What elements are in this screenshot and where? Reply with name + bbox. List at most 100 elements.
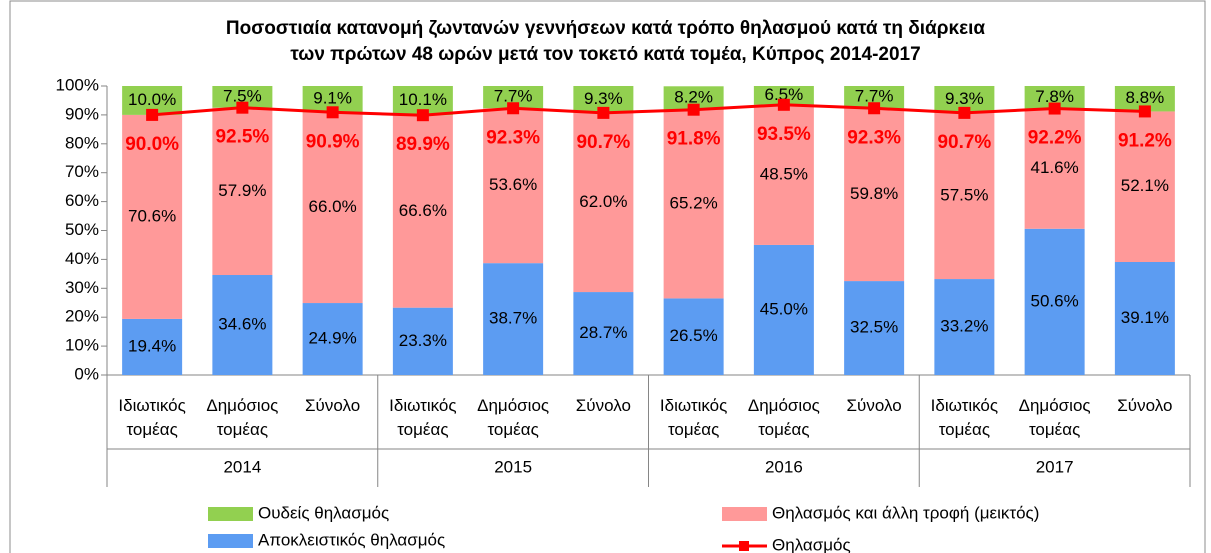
value-label: 48.5%	[760, 164, 808, 183]
line-marker	[146, 108, 159, 121]
bar-segment	[212, 86, 273, 108]
legend-label: Αποκλειστικός θηλασμός	[258, 530, 445, 549]
value-label: 57.5%	[940, 185, 988, 204]
x-tick-label: Σύνολο	[846, 396, 902, 415]
line-marker	[597, 106, 610, 119]
x-tick-label: Σύνολο	[575, 396, 631, 415]
value-label: 52.1%	[1121, 176, 1169, 195]
line-value-label: 93.5%	[757, 124, 811, 145]
value-label: 26.5%	[670, 326, 718, 345]
line-marker	[236, 101, 249, 114]
group-label: 2014	[223, 457, 261, 476]
bar-segment	[573, 292, 634, 375]
value-label: 59.8%	[850, 184, 898, 203]
value-label: 23.3%	[399, 331, 447, 350]
bar-segment	[1114, 262, 1175, 375]
value-label: 28.7%	[579, 323, 627, 342]
bar-segment	[392, 307, 453, 375]
value-label: 32.5%	[850, 318, 898, 337]
y-tick-label: 10%	[65, 336, 99, 355]
line-value-label: 92.3%	[847, 127, 901, 148]
bar-segment	[483, 263, 544, 375]
y-tick-label: 20%	[65, 307, 99, 326]
line-marker	[507, 102, 520, 115]
bar-segment	[1024, 86, 1085, 109]
line-value-label: 89.9%	[396, 134, 450, 155]
x-tick-label: Ιδιωτικός τομέας	[930, 396, 999, 439]
legend-swatch	[722, 507, 767, 521]
value-label: 33.2%	[940, 317, 988, 336]
line-value-label: 91.8%	[667, 129, 721, 150]
line-marker	[687, 103, 700, 116]
bar-segment	[212, 275, 273, 375]
value-label: 10.0%	[128, 90, 176, 109]
value-label: 8.2%	[674, 88, 713, 107]
value-label: 9.3%	[945, 89, 984, 108]
bar-segment	[844, 86, 905, 109]
line-value-label: 92.2%	[1028, 128, 1082, 149]
bar-segment	[302, 112, 363, 304]
bar-segment	[483, 86, 544, 109]
value-label: 65.2%	[670, 194, 718, 213]
x-tick-label: Σύνολο	[305, 396, 361, 415]
value-label: 10.1%	[399, 90, 447, 109]
bar-segment	[392, 115, 453, 308]
line-value-label: 90.0%	[125, 134, 179, 155]
bar-segment	[573, 112, 634, 293]
value-label: 38.7%	[489, 309, 537, 328]
bar-segment	[302, 303, 363, 375]
value-label: 39.1%	[1121, 308, 1169, 327]
value-label: 45.0%	[760, 299, 808, 318]
value-label: 9.3%	[584, 89, 623, 108]
bar-segment	[934, 279, 995, 375]
line-marker	[1048, 102, 1061, 115]
value-label: 66.6%	[399, 201, 447, 220]
value-label: 41.6%	[1031, 158, 1079, 177]
bar-segment	[212, 107, 273, 276]
value-label: 62.0%	[579, 192, 627, 211]
y-tick-label: 50%	[65, 220, 99, 239]
x-tick-label: Δημόσιος τομέας	[477, 396, 550, 439]
legend-swatch	[208, 534, 253, 548]
legend-label: Ουδείς θηλασμός	[258, 503, 389, 522]
x-tick-label: Δημόσιος τομέας	[1018, 396, 1091, 439]
value-label: 57.9%	[218, 181, 266, 200]
bar-segment	[934, 112, 995, 280]
value-label: 7.8%	[1035, 87, 1074, 106]
value-label: 34.6%	[218, 314, 266, 333]
y-tick-label: 90%	[65, 104, 99, 123]
legend-marker	[739, 541, 749, 551]
bar-segment	[844, 108, 905, 282]
line-marker	[868, 102, 881, 115]
bar-segment	[1024, 228, 1085, 375]
line-value-label: 90.7%	[576, 132, 630, 153]
value-label: 19.4%	[128, 336, 176, 355]
x-tick-label: Δημόσιος τομέας	[747, 396, 820, 439]
bar-segment	[1024, 108, 1085, 229]
chart-title: Ποσοστιαία κατανομή ζωντανών γεννήσεων κ…	[225, 18, 986, 65]
line-marker	[777, 98, 790, 111]
line-value-label: 92.3%	[486, 127, 540, 148]
line-value-label: 90.7%	[937, 132, 991, 153]
value-label: 50.6%	[1031, 291, 1079, 310]
x-tick-label: Σύνολο	[1117, 396, 1173, 415]
value-label: 7.5%	[223, 86, 262, 105]
y-tick-label: 60%	[65, 191, 99, 210]
y-tick-label: 70%	[65, 162, 99, 181]
legend-swatch	[208, 507, 253, 521]
bar-segment	[1114, 111, 1175, 263]
line-marker	[326, 106, 339, 119]
x-tick-label: Ιδιωτικός τομέας	[389, 396, 457, 439]
chart-border	[9, 0, 1206, 553]
y-tick-label: 80%	[65, 133, 99, 152]
line-value-label: 92.5%	[215, 127, 269, 148]
value-label: 66.0%	[309, 197, 357, 216]
bar-segment	[663, 298, 724, 375]
bar-segment	[753, 244, 814, 375]
value-label: 6.5%	[765, 85, 804, 104]
bar-segment	[663, 109, 724, 299]
group-label: 2017	[1036, 457, 1074, 476]
line-marker	[1138, 105, 1151, 118]
value-label: 53.6%	[489, 175, 537, 194]
